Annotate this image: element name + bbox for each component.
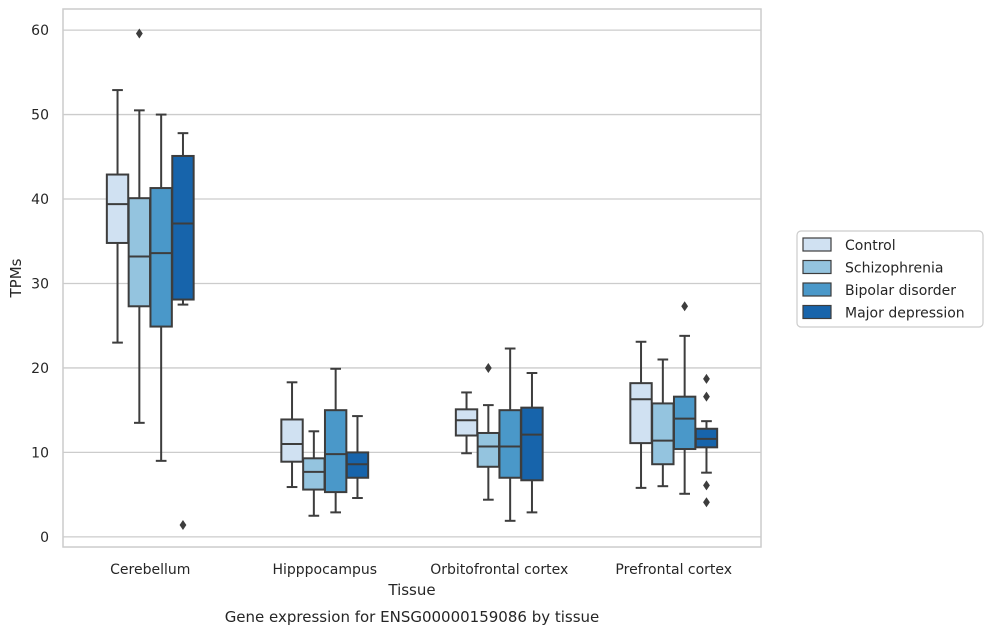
box-iqr: [149, 187, 173, 328]
box-iqr: [476, 431, 501, 468]
box-iqr: [127, 197, 152, 308]
outlier-point: [703, 373, 710, 384]
box-3-3: [694, 373, 719, 508]
box-iqr: [171, 154, 195, 301]
outlier-point: [135, 28, 143, 39]
box-1-1: [302, 430, 326, 517]
box-iqr: [498, 409, 522, 479]
box-1-2: [323, 367, 348, 514]
y-tick-label: 50: [31, 108, 49, 124]
y-tick-label: 20: [31, 361, 49, 377]
y-tick-label: 60: [31, 23, 49, 39]
box-2-0: [454, 391, 479, 455]
outlier-point: [703, 497, 710, 508]
box-iqr: [629, 382, 653, 445]
box-iqr: [323, 409, 348, 494]
y-axis-label: TPMs: [7, 258, 25, 298]
outlier-point: [179, 520, 187, 531]
x-tick-label: Prefrontal cortex: [615, 562, 732, 578]
x-tick-label: Orbitofrontal cortex: [430, 562, 568, 578]
boxes-layer: [105, 28, 719, 531]
box-2-2: [498, 347, 522, 522]
legend-label: Control: [845, 238, 896, 254]
legend-label: Bipolar disorder: [845, 283, 956, 299]
chart-caption: Gene expression for ENSG00000159086 by t…: [225, 608, 600, 626]
legend-frame: [796, 230, 984, 328]
box-1-0: [280, 381, 304, 489]
box-iqr: [280, 418, 304, 463]
box-0-2: [149, 113, 173, 462]
x-tick-label: Cerebellum: [110, 562, 190, 578]
box-3-1: [651, 358, 675, 488]
box-0-0: [105, 89, 130, 344]
x-tick-label: Hipppocampus: [272, 562, 377, 578]
outlier-point: [703, 480, 710, 491]
box-1-3: [345, 415, 370, 500]
legend: Control Schizophrenia Bipolar disorder Majo…: [796, 230, 984, 328]
x-tick-labels: Cerebellum Hipppocampus Orbitofrontal cort…: [110, 562, 732, 578]
legend-swatch: [802, 282, 832, 297]
y-tick-labels: 0 10 20 30 40 50 60: [31, 23, 49, 546]
legend-label: Major depression: [845, 306, 965, 322]
box-iqr: [520, 406, 544, 482]
box-iqr: [302, 457, 326, 491]
box-3-2: [672, 301, 697, 495]
box-2-3: [520, 372, 544, 514]
outlier-point: [484, 362, 492, 373]
legend-swatch: [802, 304, 832, 320]
outlier-point: [703, 391, 710, 402]
y-tick-label: 40: [31, 192, 49, 208]
legend-swatch: [802, 259, 832, 275]
legend-label: Schizophrenia: [845, 261, 943, 277]
box-iqr: [454, 408, 479, 437]
box-iqr: [105, 173, 130, 244]
box-0-3: [171, 132, 195, 531]
box-2-1: [476, 362, 501, 501]
y-tick-label: 30: [31, 276, 49, 292]
legend-swatch: [802, 237, 832, 252]
x-axis-label: Tissue: [387, 581, 435, 599]
box-iqr: [651, 402, 675, 466]
box-iqr: [672, 395, 697, 451]
y-tick-label: 0: [40, 530, 49, 546]
plot-frame: [62, 8, 762, 548]
box-3-0: [629, 340, 653, 489]
box-0-1: [127, 28, 152, 424]
y-tick-label: 10: [31, 445, 49, 461]
outlier-point: [681, 301, 689, 312]
